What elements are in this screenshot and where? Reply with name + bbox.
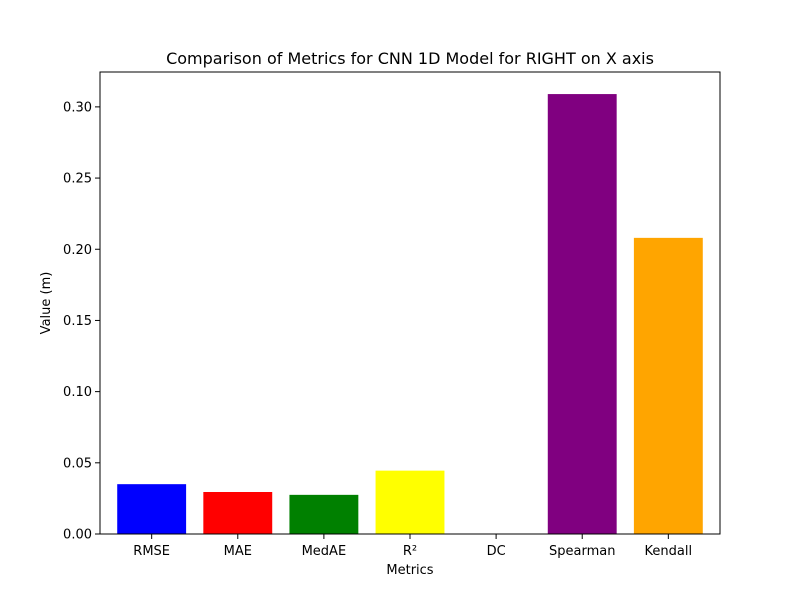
- x-tick-label: DC: [487, 544, 506, 559]
- x-tick-label: Spearman: [549, 544, 615, 559]
- chart-title: Comparison of Metrics for CNN 1D Model f…: [166, 49, 654, 68]
- plot-area: 0.00 0.05 0.10 0.15 0.20 0.25 0.30 RMSE MAE MedAE…: [63, 71, 721, 559]
- y-tick-label: 0.15: [63, 314, 92, 329]
- bar-spearman: [547, 94, 617, 534]
- y-axis-label: Value (m): [39, 272, 54, 335]
- y-tick-label: 0.10: [63, 385, 92, 400]
- y-tick-label: 0.25: [63, 172, 92, 187]
- x-tick-label: MAE: [224, 544, 252, 559]
- x-axis-label: Metrics: [386, 563, 433, 578]
- x-tick-label: RMSE: [133, 544, 170, 559]
- x-tick-label: MedAE: [302, 544, 347, 559]
- bar-rmse: [117, 484, 187, 534]
- bar-kendall: [633, 237, 703, 535]
- y-tick-label: 0.30: [63, 100, 92, 115]
- y-tick-label: 0.00: [63, 528, 92, 543]
- bar-r-: [375, 470, 445, 534]
- bar-medae: [289, 494, 359, 534]
- x-tick-label: Kendall: [645, 544, 693, 559]
- y-tick-label: 0.20: [63, 243, 92, 258]
- bar-mae: [203, 492, 273, 534]
- x-tick-label: R²: [403, 544, 417, 559]
- y-tick-label: 0.05: [63, 456, 92, 471]
